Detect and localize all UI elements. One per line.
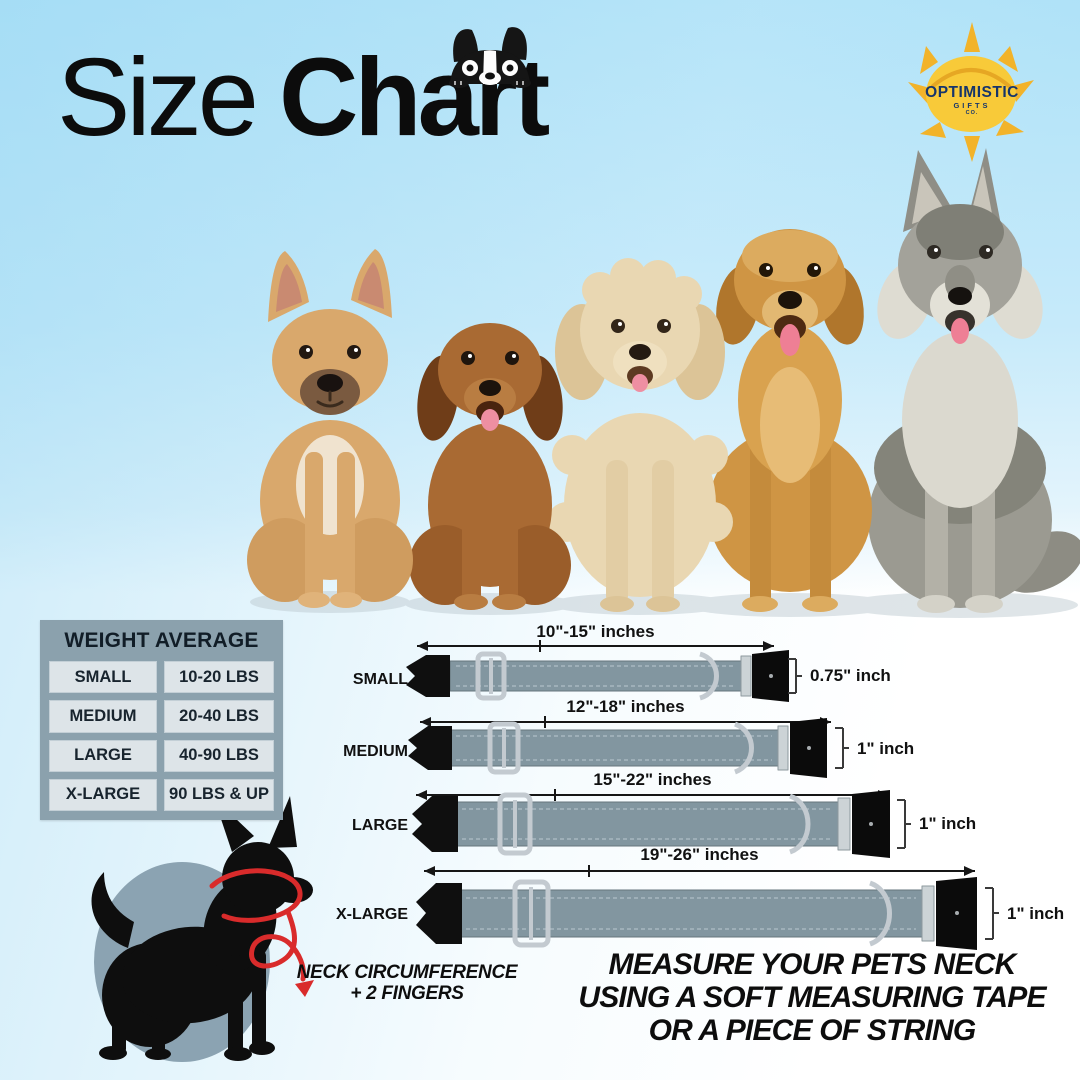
collar-width-x-large: 1" inch [1007, 904, 1065, 923]
logo-sub-gifts: GIFTS [953, 101, 991, 110]
weight-cell: 90 LBS & UP [164, 778, 274, 811]
table-row: SMALL 10-20 LBS [49, 661, 274, 694]
logo-sub-co: CO. [965, 110, 979, 116]
dog-wolfdog [868, 148, 1080, 613]
weight-average-table: WEIGHT AVERAGE SMALL 10-20 LBS MEDIUM 20… [40, 620, 283, 820]
peeking-bulldog-icon [449, 27, 531, 88]
dog-golden-retriever [708, 229, 872, 612]
chihuahua-silhouette [91, 796, 313, 1061]
collar-diagram [406, 640, 999, 950]
table-row: X-LARGE 90 LBS & UP [49, 778, 274, 811]
collar-length-large: 15"-22" inches [593, 770, 712, 789]
measure-line1: MEASURE YOUR PETS NECK [608, 948, 1017, 981]
collar-label-small: SMALL [352, 671, 408, 688]
collar-small [406, 640, 802, 702]
logo-brand-name: OPTIMISTIC [925, 84, 1019, 101]
collar-label-large: LARGE [352, 817, 408, 834]
weight-cell: 40-90 LBS [164, 739, 274, 772]
measuring-instructions: MEASURE YOUR PETS NECK USING A SOFT MEAS… [552, 948, 1072, 1047]
weight-cell: 10-20 LBS [164, 661, 274, 694]
measure-line3: OR A PIECE OF STRING [648, 1014, 977, 1047]
size-cell: SMALL [49, 661, 157, 694]
dog-french-bulldog [247, 249, 413, 608]
table-row: LARGE 40-90 LBS [49, 739, 274, 772]
dogs-photo [247, 148, 1080, 618]
weight-cell: 20-40 LBS [164, 700, 274, 733]
measure-line2: USING A SOFT MEASURING TAPE [578, 981, 1046, 1014]
collar-label-medium: MEDIUM [343, 743, 408, 760]
collar-label-x-large: X-LARGE [336, 906, 408, 923]
size-cell: X-LARGE [49, 778, 157, 811]
collar-x-large [416, 865, 999, 950]
collar-length-x-large: 19"-26" inches [640, 845, 759, 864]
collar-large [412, 789, 911, 858]
collar-width-small: 0.75" inch [810, 666, 891, 685]
dog-doodle [547, 258, 733, 612]
sun-logo [908, 22, 1034, 162]
size-cell: MEDIUM [49, 700, 157, 733]
collar-width-large: 1" inch [919, 814, 977, 833]
title-regular: Size [57, 36, 259, 159]
neck-circumference-note: NECK CIRCUMFERENCE + 2 FINGERS [286, 962, 528, 1005]
collar-length-small: 10"-15" inches [536, 622, 655, 641]
table-row: MEDIUM 20-40 LBS [49, 700, 274, 733]
neck-measure-illustration [91, 796, 314, 1062]
dog-dachshund [409, 323, 571, 610]
collar-width-medium: 1" inch [857, 739, 915, 758]
neck-note-line1: NECK CIRCUMFERENCE [296, 962, 518, 983]
collar-medium [408, 716, 849, 778]
weight-table-header: WEIGHT AVERAGE [64, 629, 259, 652]
collar-length-medium: 12"-18" inches [566, 697, 685, 716]
size-cell: LARGE [49, 739, 157, 772]
neck-note-line2: + 2 FINGERS [350, 983, 464, 1005]
red-measure-swirl [209, 868, 314, 997]
